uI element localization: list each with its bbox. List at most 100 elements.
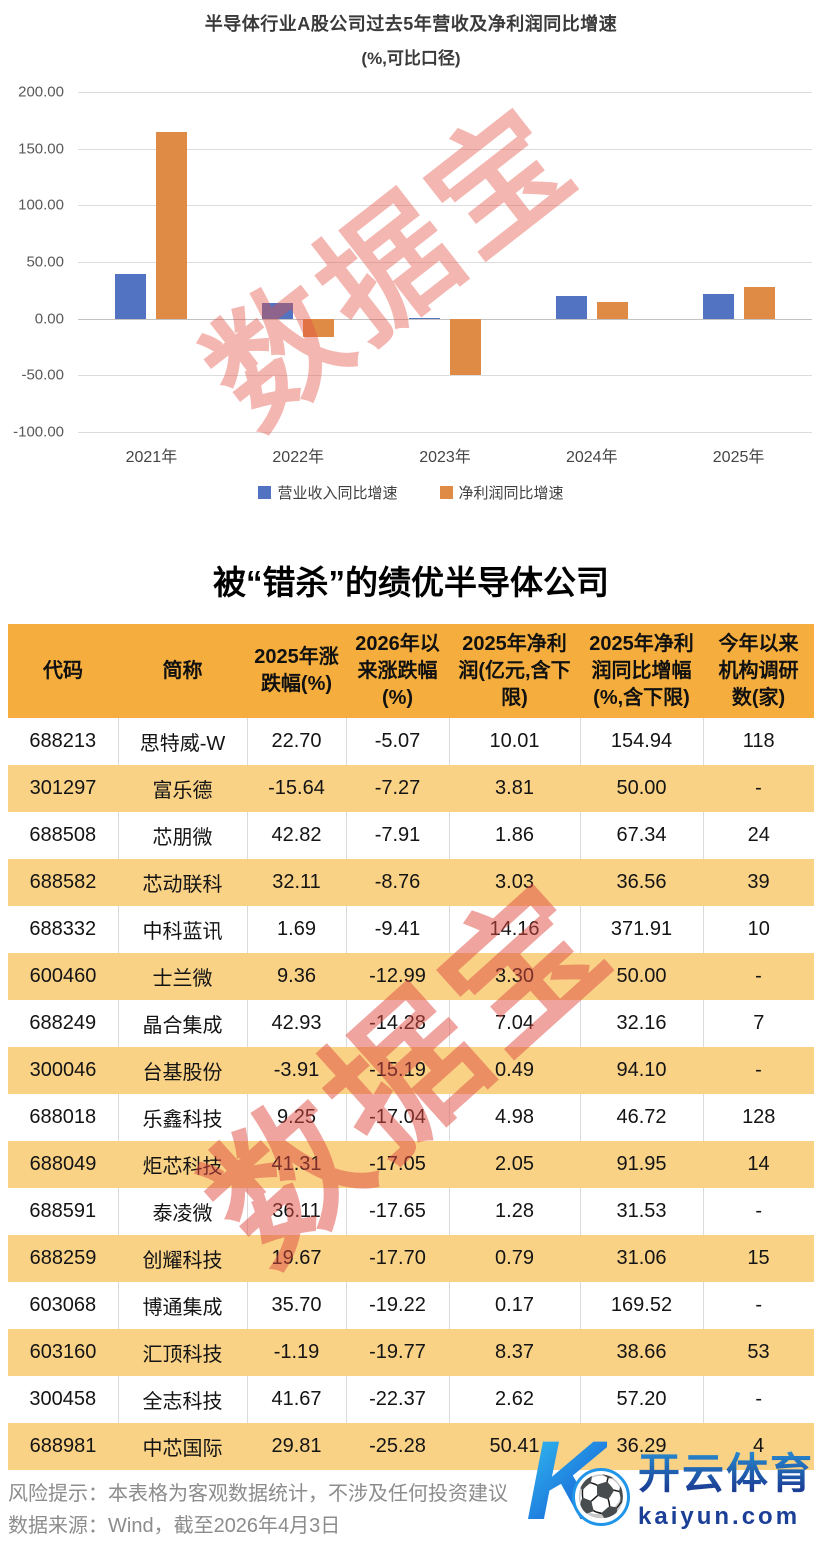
table-cell: -22.37 — [346, 1376, 450, 1423]
table-row: 688049 炬芯科技 41.31 -17.05 2.05 91.95 14 — [8, 1141, 814, 1188]
table-row: 688508 芯朋微 42.82 -7.91 1.86 67.34 24 — [8, 812, 814, 859]
legend-item: 营业收入同比增速 — [258, 482, 398, 503]
table-cell: 154.94 — [580, 718, 704, 765]
table-cell: 3.30 — [449, 953, 580, 1000]
table-row: 603160 汇顶科技 -1.19 -19.77 8.37 38.66 53 — [8, 1329, 814, 1376]
table-cell: 0.17 — [449, 1282, 581, 1329]
table-cell: 32.11 — [247, 859, 346, 906]
table-cell: 10.01 — [449, 718, 581, 765]
table-cell: 42.93 — [247, 1000, 347, 1047]
gridline — [78, 148, 812, 150]
table-cell: 688582 — [8, 859, 118, 906]
table-title: 被“错杀”的绩优半导体公司 — [213, 564, 609, 601]
table-cell: 2.05 — [449, 1141, 580, 1188]
table-cell: - — [703, 765, 814, 812]
column-header: 简称 — [118, 624, 247, 718]
legend-swatch — [258, 486, 272, 499]
data-source: 数据来源：Wind，截至2026年4月3日 — [8, 1515, 341, 1537]
x-axis-label: 2024年 — [565, 449, 618, 466]
table-cell: 19.67 — [247, 1235, 346, 1282]
plot-area: 200.00 150.00 100.00 50.00 0.00 -50.00 -100.00… — [0, 0, 822, 532]
column-header: 今年以来机构调研数(家) — [703, 624, 814, 718]
table-cell: 38.66 — [580, 1329, 703, 1376]
table-cell: 8.37 — [449, 1329, 580, 1376]
bar-chart: 半导体行业A股公司过去5年营收及净利润同比增速 (%,可比口径) 200.00 1… — [0, 0, 822, 532]
column-header: 代码 — [8, 624, 118, 718]
table-cell: 688332 — [8, 906, 119, 953]
table-cell: 4.98 — [449, 1094, 581, 1141]
kaiyun-logo[interactable]: K ⚽ 开云体育 kaiyun.com — [520, 1418, 820, 1546]
table-cell: 思特威-W — [118, 718, 248, 765]
table-cell: 2.62 — [449, 1376, 581, 1423]
table-cell: 9.36 — [247, 953, 346, 1000]
table-cell: 67.34 — [580, 812, 704, 859]
table-cell: 36.29 — [580, 1423, 703, 1470]
y-axis-tick-label: -50.00 — [21, 366, 64, 384]
table-cell: -7.27 — [346, 765, 449, 812]
table-row: 301297 富乐德 -15.64 -7.27 3.81 50.00- — [8, 765, 814, 812]
y-axis-tick-label: -100.00 — [13, 423, 64, 441]
table-cell: -17.04 — [346, 1094, 450, 1141]
table-cell: 41.31 — [247, 1141, 346, 1188]
table-cell: 31.53 — [580, 1188, 704, 1235]
gridline — [78, 375, 812, 377]
table-cell: 41.67 — [247, 1376, 347, 1423]
table-cell: 688249 — [8, 1000, 119, 1047]
table-cell: 富乐德 — [118, 765, 247, 812]
legend-item: 净利润同比增速 — [439, 482, 564, 503]
table-row: 688591 泰凌微 36.11 -17.65 1.28 31.53- — [8, 1188, 814, 1235]
table-cell: 300458 — [8, 1376, 119, 1423]
table-cell: 31.06 — [580, 1235, 703, 1282]
gridline — [78, 432, 812, 433]
table-cell: -15.19 — [346, 1047, 449, 1094]
logo-domain: kaiyun.com — [638, 1502, 801, 1530]
column-header: 2026年以来涨跌幅(%) — [346, 624, 449, 718]
table-cell: 7.04 — [449, 1000, 581, 1047]
y-axis-tick-label: 150.00 — [18, 140, 64, 158]
x-axis-label: 2023年 — [419, 449, 471, 466]
logo-brand-name: 开云体育 — [638, 1440, 814, 1501]
table-cell: 688018 — [8, 1094, 119, 1141]
table-cell: 10 — [703, 906, 814, 953]
table-cell: 688591 — [8, 1188, 119, 1235]
table-cell: 91.95 — [580, 1141, 703, 1188]
table-body: 688213 思特威-W 22.70 -5.07 10.01 154.94 118 30129… — [8, 718, 814, 1470]
table-cell: 0.79 — [449, 1235, 580, 1282]
stock-table: 代码 简称 2025年涨跌幅(%) 2026年以来涨跌幅(%) 2025年净利润(亿元,… — [8, 624, 814, 1470]
bar-净利润同比增速 — [450, 318, 481, 376]
table-row: 688582 芯动联科 32.11 -8.76 3.03 36.56 39 — [8, 859, 814, 906]
table-cell: -14.28 — [346, 1000, 450, 1047]
table-row: 688249 晶合集成 42.93 -14.28 7.04 32.16 7 — [8, 1000, 814, 1047]
table-cell: - — [703, 1188, 814, 1235]
table-cell: 全志科技 — [118, 1376, 248, 1423]
table-cell: 36.11 — [247, 1188, 347, 1235]
table-cell: 中芯国际 — [118, 1423, 247, 1470]
table-cell: 泰凌微 — [118, 1188, 248, 1235]
table-cell: 3.03 — [449, 859, 580, 906]
bar-营业收入同比增速 — [262, 302, 294, 319]
table-cell: -17.65 — [346, 1188, 450, 1235]
chart-legend: 营业收入同比增速 净利润同比增速 — [0, 482, 822, 503]
table-row: 603068 博通集成 35.70 -19.22 0.17 169.52- — [8, 1282, 814, 1329]
table-cell: 36.56 — [580, 859, 703, 906]
table-cell: -3.91 — [247, 1047, 346, 1094]
table-cell: 35.70 — [247, 1282, 347, 1329]
table-cell: -5.07 — [346, 718, 450, 765]
table-cell: - — [703, 1376, 814, 1423]
table-cell: -17.70 — [346, 1235, 449, 1282]
table-cell: 14 — [703, 1141, 814, 1188]
y-axis-tick-label: 100.00 — [18, 196, 64, 214]
table-cell: -12.99 — [346, 953, 449, 1000]
bar-净利润同比增速 — [596, 301, 628, 319]
table-row: 688332 中科蓝讯 1.69 -9.41 14.16 371.91 10 — [8, 906, 814, 953]
table-cell: 94.10 — [580, 1047, 703, 1094]
table-cell: 50.00 — [580, 765, 703, 812]
legend-label: 净利润同比增速 — [458, 485, 564, 502]
table-cell: -1.19 — [247, 1329, 346, 1376]
table-cell: 32.16 — [580, 1000, 704, 1047]
table-cell: 128 — [703, 1094, 814, 1141]
table-cell: -25.28 — [346, 1423, 449, 1470]
y-axis-tick-label: 0.00 — [34, 310, 64, 328]
soccer-ball-icon: ⚽ — [572, 1468, 630, 1526]
